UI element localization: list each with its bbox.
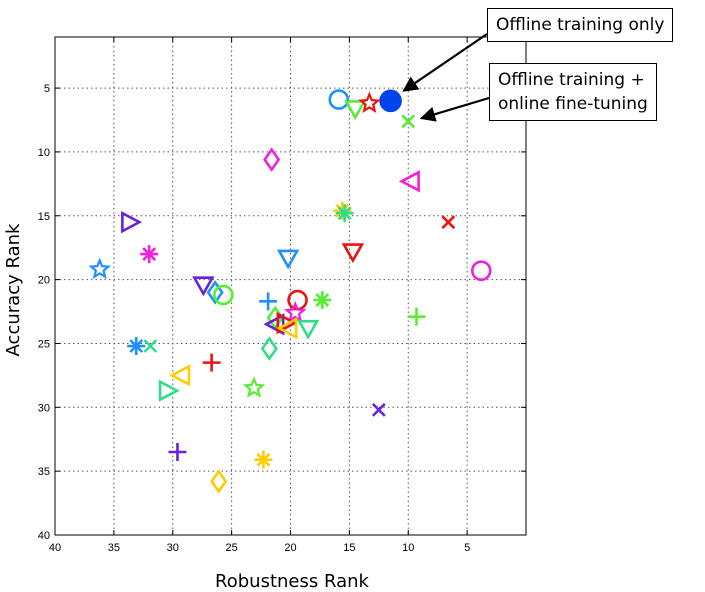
data-point-triangle-left xyxy=(398,170,420,193)
annotation-arrows xyxy=(402,33,490,122)
arrow-offline-only xyxy=(402,33,488,92)
y-tick-label: 40 xyxy=(38,530,50,542)
annotation-finetune-line-1: Offline training + xyxy=(498,70,645,90)
data-point-plus xyxy=(202,353,221,372)
x-tick-label: 10 xyxy=(402,542,414,554)
x-tick-label: 5 xyxy=(464,542,470,554)
arrow-offline-plus-finetune xyxy=(419,96,490,122)
data-point-plus xyxy=(407,307,426,326)
tick-marks: 40 35 30 25 20 15 10 5 5 10 15 20 25 30 35 40 xyxy=(38,37,526,554)
data-point-circle xyxy=(470,260,492,281)
data-point-circle xyxy=(213,284,234,306)
data-point-diamond xyxy=(206,280,224,305)
y-tick-label: 35 xyxy=(38,466,50,478)
data-point-x xyxy=(441,215,456,230)
data-point-diamond xyxy=(210,469,228,494)
data-point-circle xyxy=(328,89,350,110)
annotation-offline-only-text: Offline training only xyxy=(496,15,665,35)
y-tick-label: 5 xyxy=(44,83,50,95)
y-axis-label: Accuracy Rank xyxy=(3,223,24,356)
data-points xyxy=(88,89,492,494)
data-point-triangle-left xyxy=(263,313,285,336)
x-tick-label: 25 xyxy=(226,542,238,554)
y-tick-label: 20 xyxy=(38,275,50,287)
data-point-asterisk xyxy=(313,291,332,310)
annotation-finetune-line-2: online fine-tuning xyxy=(498,94,648,114)
data-point-triangle-down xyxy=(344,100,367,121)
data-point-star xyxy=(283,300,307,323)
x-tick-label: 15 xyxy=(343,542,355,554)
x-tick-label: 20 xyxy=(284,542,296,554)
data-point-filled-circle xyxy=(379,89,402,113)
x-tick-label: 40 xyxy=(49,542,61,554)
data-point-star xyxy=(242,376,266,398)
data-point-star xyxy=(88,257,112,279)
y-tick-label: 30 xyxy=(38,402,50,414)
y-tick-label: 10 xyxy=(38,147,50,159)
annotation-offline-only: Offline training only xyxy=(487,8,674,42)
x-tick-label: 35 xyxy=(108,542,120,554)
data-point-triangle-left xyxy=(276,316,298,340)
data-point-triangle-right xyxy=(158,379,180,402)
x-axis-label: Robustness Rank xyxy=(215,571,369,592)
data-point-asterisk xyxy=(140,245,159,264)
data-point-plus xyxy=(168,443,187,461)
data-point-triangle-down xyxy=(341,243,365,264)
data-point-plus xyxy=(259,292,278,311)
data-point-diamond xyxy=(260,336,278,361)
y-tick-label: 25 xyxy=(38,338,50,350)
x-tick-label: 30 xyxy=(167,542,179,554)
data-point-x xyxy=(401,114,416,129)
data-point-triangle-down xyxy=(296,319,320,340)
data-point-asterisk xyxy=(335,204,354,223)
data-point-triangle-right xyxy=(121,210,143,234)
data-point-x xyxy=(371,402,386,417)
data-point-triangle-down xyxy=(276,249,300,270)
data-point-triangle-down xyxy=(192,276,215,297)
data-point-star xyxy=(358,91,381,113)
data-point-x xyxy=(143,339,158,353)
data-point-triangle-left xyxy=(169,364,191,387)
data-point-diamond xyxy=(263,147,281,172)
data-point-asterisk xyxy=(254,450,273,469)
y-tick-label: 15 xyxy=(38,211,50,223)
annotation-offline-plus-finetune: Offline training + online fine-tuning xyxy=(489,63,657,121)
data-point-asterisk xyxy=(127,337,146,356)
data-point-triangle-right xyxy=(276,311,298,335)
